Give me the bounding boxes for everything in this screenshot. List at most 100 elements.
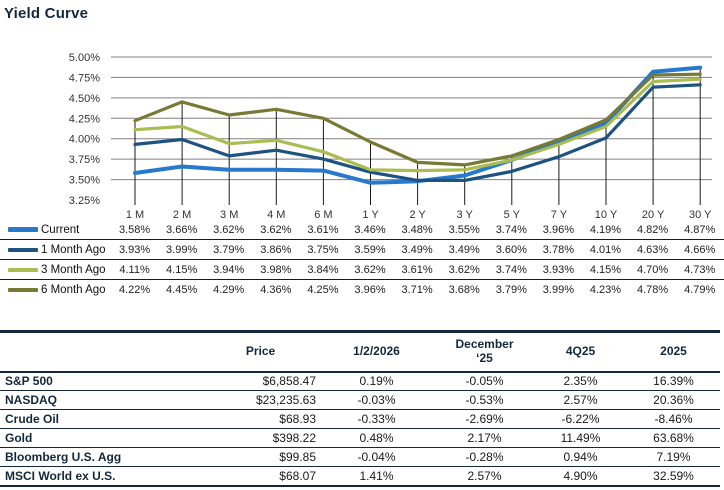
legend-row: 3 Month Ago 4.11% 4.15% 3.94% 3.98% 3.84% 3.62… <box>0 260 724 280</box>
market-table-body: S&P 500 $6,858.47 0.19% -0.05% 2.35% 16.39% NA… <box>0 372 720 486</box>
series-value: 4.66% <box>684 243 716 256</box>
series-value: 4.73% <box>684 263 716 276</box>
series-value: 3.46% <box>354 223 386 236</box>
series-value: 4.25% <box>307 284 339 296</box>
series-value: 4.23% <box>589 284 622 296</box>
instrument-name: Crude Oil <box>5 412 60 426</box>
table-row: Gold $398.22 0.48% 2.17% 11.49% 63.68% <box>0 429 720 448</box>
x-axis-tick-label: 5 Y <box>504 209 521 221</box>
series-name: 6 Month Ago <box>41 284 106 296</box>
market-table-header-4q25: 4Q25 <box>565 343 596 358</box>
series-value: 3.96% <box>354 284 386 296</box>
return-value: 16.39% <box>653 374 694 389</box>
series-value: 3.62% <box>354 263 386 276</box>
return-value: 1.41% <box>359 468 394 483</box>
series-swatch <box>8 227 38 232</box>
return-value: 2.57% <box>563 393 598 407</box>
series-value: 4.15% <box>589 263 622 276</box>
return-value: 20.36% <box>653 393 694 407</box>
series-value: 3.74% <box>495 263 527 276</box>
price-value: $6,858.47 <box>262 374 316 389</box>
yield-legend-table: Current 3.58% 3.66% 3.62% 3.62% 3.61% 3.46% 3.4… <box>0 220 724 300</box>
price-value: $99.85 <box>279 450 316 464</box>
table-row: MSCI World ex U.S. $68.07 1.41% 2.57% 4.90% 3… <box>0 467 720 486</box>
y-axis-tick-label: 3.75% <box>69 154 100 166</box>
series-value: 4.11% <box>119 263 150 276</box>
series-line-1-month-ago <box>133 83 702 182</box>
series-value: 3.62% <box>260 223 292 236</box>
x-axis-tick-label: 3 M <box>220 209 238 221</box>
x-axis-tick-label: 4 M <box>267 209 285 221</box>
y-axis-tick-label: 3.25% <box>69 195 100 207</box>
market-table-header-blank <box>0 332 203 372</box>
series-value: 3.84% <box>307 263 339 276</box>
market-table-header-date: 1/2/2026 <box>353 343 400 358</box>
series-value: 3.94% <box>213 263 245 276</box>
series-value: 3.62% <box>213 223 245 236</box>
series-value: 3.55% <box>448 223 480 236</box>
y-axis-tick-label: 4.00% <box>69 134 100 146</box>
series-line-3-month-ago <box>133 77 702 173</box>
yield-curve-chart: 5.00% 4.75% 4.50% 4.25% 4.00% 3.75% 3.50% 3.25%… <box>69 52 712 221</box>
series-value: 3.61% <box>401 263 433 276</box>
series-value: 3.48% <box>401 223 433 236</box>
return-value: 4.90% <box>563 468 598 483</box>
series-value: 4.79% <box>684 284 716 296</box>
return-value: -6.22% <box>561 412 600 426</box>
series-value: 4.15% <box>166 263 198 276</box>
x-axis-tick-label: 20 Y <box>642 209 665 221</box>
x-axis-tick-label: 2 Y <box>409 209 426 221</box>
series-value: 3.99% <box>166 243 198 256</box>
series-value: 3.96% <box>542 223 574 236</box>
legend-row: Current 3.58% 3.66% 3.62% 3.62% 3.61% 3.46% 3.4… <box>0 220 724 240</box>
legend-row: 1 Month Ago 3.93% 3.99% 3.79% 3.86% 3.75% 3.59… <box>0 240 724 260</box>
y-axis-tick-label: 3.50% <box>69 175 100 187</box>
market-table-header-price: Price <box>245 343 276 358</box>
legend-row-head: 6 Month Ago <box>0 284 111 296</box>
series-value: 3.86% <box>260 243 292 256</box>
legend-row-head: Current <box>0 224 111 236</box>
return-value: 0.94% <box>563 450 598 464</box>
series-line-6-month-ago <box>133 72 702 167</box>
series-name: Current <box>41 223 80 236</box>
market-table: Price 1/2/2026 December ‘25 4Q25 2025 S&… <box>0 330 720 487</box>
return-value: 0.48% <box>359 431 394 445</box>
series-value: 4.70% <box>636 263 669 276</box>
return-value: -0.03% <box>357 393 396 407</box>
page-title: Yield Curve <box>4 5 89 22</box>
x-axis-tick-label: 30 Y <box>689 209 712 221</box>
market-table-header-december: December ‘25 <box>455 336 514 365</box>
series-swatch <box>8 288 38 292</box>
series-value: 3.60% <box>495 243 527 256</box>
return-value: -0.28% <box>465 450 504 464</box>
y-axis-tick-label: 4.75% <box>69 72 100 84</box>
legend-row-head: 3 Month Ago <box>0 264 111 276</box>
table-row: Bloomberg U.S. Agg $99.85 -0.04% -0.28% 0.94… <box>0 448 720 467</box>
x-axis-tick-label: 2 M <box>173 209 191 221</box>
price-value: $23,235.63 <box>255 393 316 407</box>
series-value: 4.19% <box>589 223 622 236</box>
instrument-name: MSCI World ex U.S. <box>5 468 116 483</box>
y-axis-tick-label: 4.50% <box>69 93 100 105</box>
return-value: 11.49% <box>560 431 601 445</box>
x-axis-tick-label: 7 Y <box>551 209 568 221</box>
series-value: 4.45% <box>166 284 198 296</box>
return-value: 7.19% <box>656 450 691 464</box>
table-row: NASDAQ $23,235.63 -0.03% -0.53% 2.57% 20.36% <box>0 391 720 410</box>
series-value: 3.93% <box>118 243 151 256</box>
series-swatch <box>8 267 38 272</box>
x-axis-tick-label: 1 M <box>126 209 144 221</box>
series-value: 3.79% <box>213 243 245 256</box>
series-value: 3.93% <box>542 263 574 276</box>
market-table-header-row: Price 1/2/2026 December ‘25 4Q25 2025 <box>0 332 720 372</box>
series-value: 3.79% <box>495 284 527 296</box>
y-axis-tick-label: 5.00% <box>69 52 100 64</box>
x-axis-tick-label: 10 Y <box>595 209 618 221</box>
series-name: 1 Month Ago <box>41 243 106 256</box>
series-value: 3.75% <box>307 243 339 256</box>
price-value: $68.93 <box>279 412 316 426</box>
series-value: 4.82% <box>636 223 669 236</box>
instrument-name: S&P 500 <box>5 374 53 389</box>
series-swatch <box>8 247 38 252</box>
